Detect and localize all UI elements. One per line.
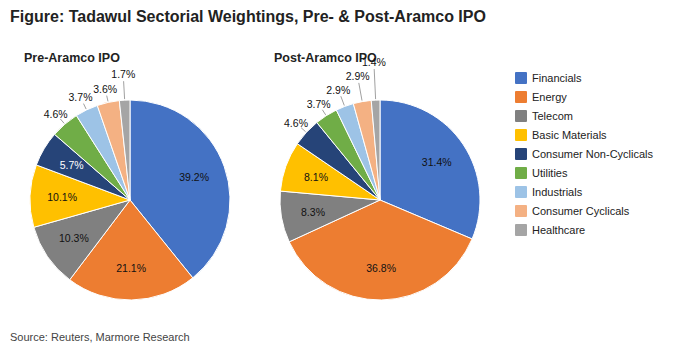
- legend-entry: Industrials: [532, 186, 583, 198]
- chart-title: Figure: Tadawul Sectorial Weightings, Pr…: [10, 8, 486, 25]
- data-label: 4.6%: [44, 108, 68, 120]
- legend-entry: Basic Materials: [532, 129, 607, 141]
- legend-swatch: [515, 205, 527, 217]
- legend-swatch: [515, 72, 527, 84]
- pie-slice: [371, 100, 380, 200]
- data-label: 10.3%: [59, 232, 89, 244]
- pie-slice: [353, 100, 380, 200]
- data-label: 2.9%: [346, 70, 370, 82]
- leader-line: [124, 81, 125, 99]
- pie-slice: [119, 100, 130, 200]
- leader-line: [84, 104, 87, 109]
- data-label: 3.7%: [307, 98, 331, 110]
- legend-swatch: [515, 110, 527, 122]
- source-note: Source: Reuters, Marmore Research: [10, 331, 190, 343]
- legend-entry: Financials: [532, 72, 582, 84]
- data-label: 2.9%: [326, 84, 350, 96]
- data-label: 5.7%: [60, 159, 84, 171]
- legend-swatch: [515, 224, 527, 236]
- legend-entry: Consumer Non-Cyclicals: [532, 148, 654, 160]
- legend: Financials Energy Telecom Basic Materials Co…: [515, 72, 654, 236]
- pie-subtitle: Pre-Aramco IPO: [24, 51, 120, 65]
- data-label: 39.2%: [179, 171, 209, 183]
- chart: Figure: Tadawul Sectorial Weightings, Pr…: [0, 0, 682, 348]
- legend-swatch: [515, 167, 527, 179]
- legend-entry: Energy: [532, 91, 567, 103]
- leader-line: [322, 110, 325, 115]
- data-label: 1.7%: [111, 68, 135, 80]
- data-label: 3.7%: [69, 91, 93, 103]
- leader-line: [107, 96, 108, 102]
- leader-line: [341, 96, 345, 105]
- leader-line: [374, 69, 375, 99]
- data-label: 3.6%: [93, 83, 117, 95]
- legend-entry: Telecom: [532, 110, 573, 122]
- data-label: 21.1%: [116, 262, 146, 274]
- data-label: 36.8%: [366, 262, 396, 274]
- legend-entry: Utilities: [532, 167, 568, 179]
- pie-slice: [97, 101, 130, 200]
- leader-line: [60, 119, 64, 124]
- pie: [30, 100, 230, 300]
- leader-line: [359, 83, 362, 101]
- legend-swatch: [515, 91, 527, 103]
- data-label: 8.1%: [304, 171, 328, 183]
- data-label: 31.4%: [422, 156, 452, 168]
- data-label: 4.6%: [284, 117, 308, 129]
- data-label: 8.3%: [301, 206, 325, 218]
- legend-swatch: [515, 186, 527, 198]
- pie: [280, 100, 480, 300]
- legend-entry: Healthcare: [532, 224, 585, 236]
- data-label: 1.4%: [362, 56, 386, 68]
- legend-swatch: [515, 148, 527, 160]
- legend-swatch: [515, 129, 527, 141]
- pie-slice: [289, 200, 472, 300]
- data-label: 10.1%: [47, 191, 77, 203]
- legend-entry: Consumer Cyclicals: [532, 205, 630, 217]
